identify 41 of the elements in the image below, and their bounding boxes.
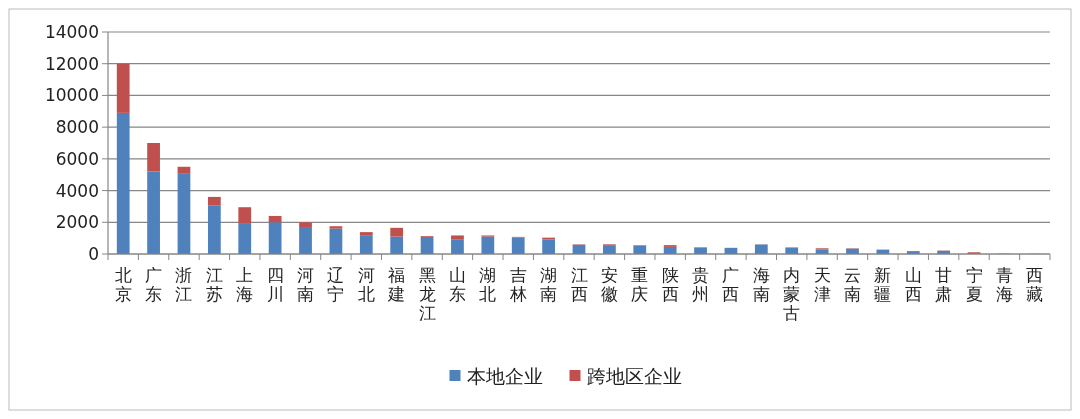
x-tick-label: 青海 xyxy=(995,265,1013,304)
x-tick-label: 天津 xyxy=(813,265,831,304)
y-tick-label: 12000 xyxy=(44,53,99,74)
legend-label: 本地企业 xyxy=(466,364,543,387)
x-tick-label: 重庆 xyxy=(631,265,649,304)
x-tick-label: 吉林 xyxy=(508,265,527,304)
y-tick-label: 10000 xyxy=(44,85,99,106)
x-tick-label: 甘肃 xyxy=(935,265,953,304)
x-tick-label: 黑龙江 xyxy=(418,265,436,323)
x-tick-label: 山西 xyxy=(904,265,922,304)
x-tick-label: 山东 xyxy=(448,265,466,304)
x-tick-label: 上海 xyxy=(236,265,254,304)
x-tick-label: 福建 xyxy=(387,265,406,304)
x-tick-label: 江西 xyxy=(570,265,588,304)
y-tick-label: 6000 xyxy=(55,148,99,169)
x-tick-label: 北京 xyxy=(114,265,132,304)
x-tick-label: 广西 xyxy=(722,265,740,304)
x-tick-label: 湖北 xyxy=(479,265,497,304)
x-tick-label: 安徽 xyxy=(600,265,618,304)
x-tick-label: 内蒙古 xyxy=(783,265,801,323)
x-tick-label: 西藏 xyxy=(1026,265,1044,304)
x-tick-label: 贵州 xyxy=(692,265,710,304)
x-tick-label: 河南 xyxy=(297,265,315,304)
legend-label: 跨地区企业 xyxy=(586,364,682,387)
x-tick-label: 辽宁 xyxy=(327,265,345,304)
y-tick-label: 8000 xyxy=(55,117,99,138)
x-tick-label: 湖南 xyxy=(540,265,558,304)
y-tick-label: 14000 xyxy=(44,21,99,42)
x-tick-label: 江苏 xyxy=(205,265,223,304)
y-tick-label: 0 xyxy=(88,243,99,264)
x-tick-label: 河北 xyxy=(357,265,375,304)
x-tick-label: 四川 xyxy=(266,265,284,304)
x-tick-label: 陕西 xyxy=(661,265,679,304)
x-tick-label: 新疆 xyxy=(874,265,892,304)
y-tick-label: 2000 xyxy=(55,212,99,233)
x-tick-label: 宁夏 xyxy=(965,265,983,304)
y-tick-label: 4000 xyxy=(55,180,99,201)
x-tick-label: 浙江 xyxy=(175,265,193,304)
x-tick-label: 海南 xyxy=(752,265,770,304)
x-tick-label: 云南 xyxy=(843,265,861,304)
x-tick-label: 广东 xyxy=(145,265,163,304)
